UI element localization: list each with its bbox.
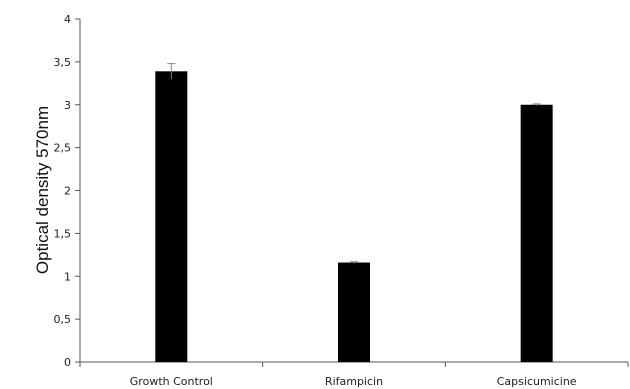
bar [155,71,188,363]
y-tick-label: 1,5 [54,227,72,240]
y-tick-label: 3 [64,99,71,112]
y-tick-label: 0 [64,356,71,369]
bar [520,104,553,362]
y-tick-label: 4 [64,13,71,26]
category-label: Capsicumicine [497,375,577,388]
error-bars [167,63,541,264]
bar [338,262,370,362]
y-tick-label: 3,5 [54,56,72,69]
category-label: Growth Control [130,375,213,388]
y-tick-label: 2,5 [54,142,72,155]
x-axis [79,361,629,367]
y-tick-label: 1 [64,270,71,283]
y-tick-label: 2 [64,185,71,198]
y-axis-title: Optical density 570nm [33,106,52,274]
category-label: Rifampicin [325,375,383,388]
category-labels: Growth Control Rifampicin Capsicumicine [130,375,577,388]
bars [155,71,553,363]
y-tick-label: 0,5 [54,313,72,326]
y-axis: 0 0,5 1 1,5 2 2,5 3 3,5 4 [54,13,81,369]
